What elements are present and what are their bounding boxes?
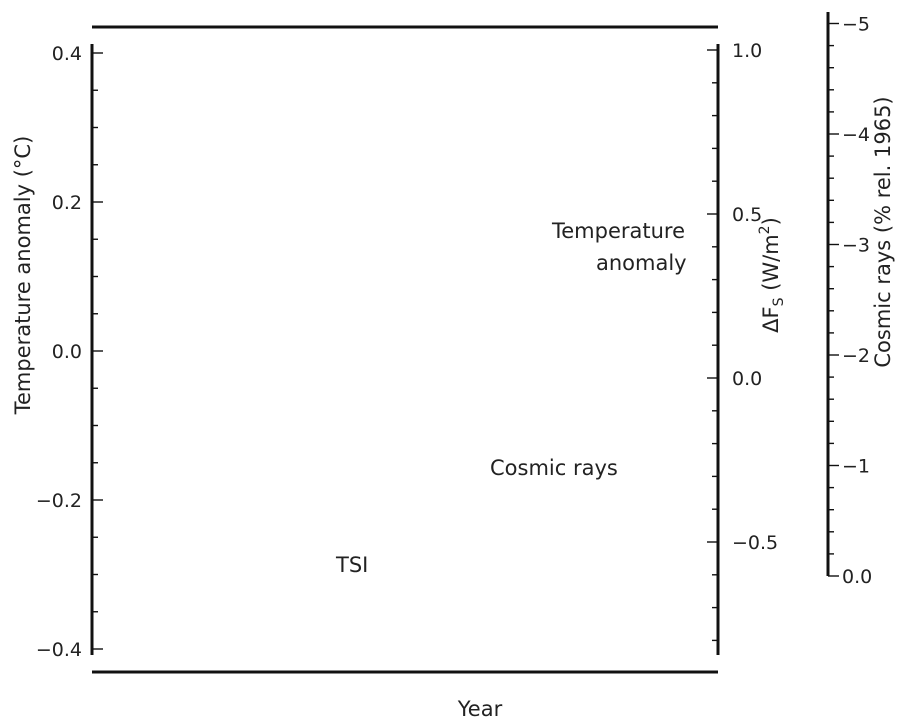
left-tick-label: −0.4 (36, 639, 82, 661)
middle-tick-label: 0.5 (732, 204, 762, 226)
tick-marks (92, 22, 839, 650)
middle-tick-label: 0.0 (732, 368, 762, 390)
right-tick-label: −3 (842, 235, 870, 257)
middle-axis-title-sup: 2 (757, 225, 773, 234)
left-tick-label: 0.4 (52, 43, 82, 65)
middle-tick-label: −0.5 (732, 532, 778, 554)
temperature-annotation-line1: Temperature (551, 219, 685, 243)
middle-axis-title-close: ) (759, 217, 783, 225)
middle-axis-title-sub: S (771, 297, 787, 306)
right-tick-label: −2 (842, 345, 870, 367)
right-tick-label: 0.0 (842, 566, 872, 588)
right-tick-label: −1 (842, 456, 870, 478)
left-tick-label: 0.2 (52, 192, 82, 214)
middle-axis-title: ΔFS (W/m2) (757, 217, 787, 333)
left-tick-label: 0.0 (52, 341, 82, 363)
cosmic-rays-annotation: Cosmic rays (490, 456, 618, 480)
tsi-annotation: TSI (335, 553, 368, 577)
right-tick-label: −5 (842, 14, 870, 36)
left-axis-title: Temperature anomaly (°C) (11, 136, 35, 416)
middle-tick-label: 1.0 (732, 40, 762, 62)
left-tick-label: −0.2 (36, 490, 82, 512)
middle-axis-title-unit: (W/m (759, 234, 783, 297)
temperature-annotation-line2: anomaly (596, 251, 687, 275)
right-axis-title: Cosmic rays (% rel. 1965) (871, 96, 895, 367)
right-tick-label: −4 (842, 124, 870, 146)
x-axis-title: Year (457, 697, 503, 719)
middle-axis-title-main: ΔF (759, 306, 783, 332)
tick-labels: 1960198020000.40.20.0−0.2−0.41.00.50.0−0… (36, 14, 872, 662)
chart-frame (90, 12, 830, 674)
